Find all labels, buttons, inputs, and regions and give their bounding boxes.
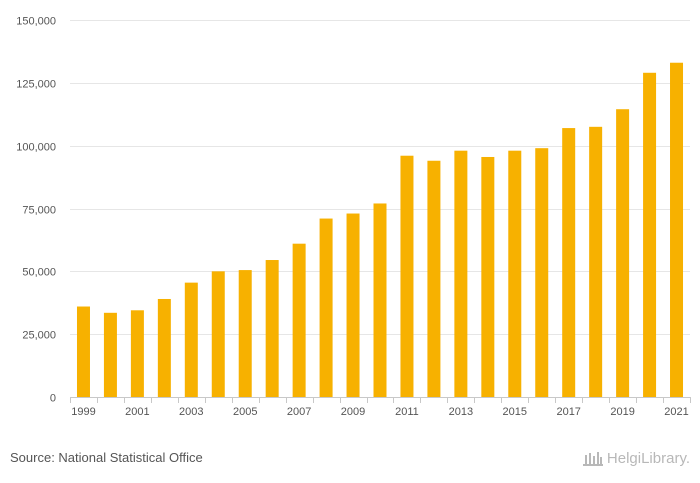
bar-2018 bbox=[589, 126, 603, 397]
y-tick-label: 125,000 bbox=[16, 79, 56, 91]
logo-text: HelgiLibrary. bbox=[606, 449, 690, 467]
bar-2013 bbox=[454, 150, 468, 397]
bar-2000 bbox=[103, 312, 117, 397]
x-tick-label: 1999 bbox=[71, 406, 95, 418]
library-building-icon bbox=[582, 449, 604, 467]
source-note: Source: National Statistical Office bbox=[10, 450, 203, 465]
y-tick-label: 50,000 bbox=[22, 267, 56, 279]
bar-2014 bbox=[481, 156, 495, 397]
bar-2006 bbox=[265, 260, 279, 397]
bar-chart: 0 25,000 50,000 75,000 100,000 125,000 150,000… bbox=[16, 16, 691, 418]
x-tick-label: 2001 bbox=[125, 406, 149, 418]
bar-2021 bbox=[670, 62, 684, 397]
bar-2012 bbox=[427, 160, 441, 397]
bar-2005 bbox=[238, 270, 252, 397]
x-tick-label: 2011 bbox=[395, 406, 419, 418]
bar-2003 bbox=[184, 282, 198, 397]
y-tick-label: 25,000 bbox=[22, 330, 56, 342]
x-tick-label: 2009 bbox=[341, 406, 365, 418]
y-tick-label: 100,000 bbox=[16, 142, 56, 154]
bar-2009 bbox=[346, 213, 360, 397]
bar-2019 bbox=[616, 109, 630, 397]
bar-2004 bbox=[211, 271, 225, 397]
y-tick-label: 150,000 bbox=[16, 16, 56, 28]
bar-1999 bbox=[76, 306, 90, 397]
x-tick-label: 2007 bbox=[287, 406, 311, 418]
bar-2001 bbox=[130, 310, 144, 397]
bar-2008 bbox=[319, 218, 333, 397]
bar-2002 bbox=[157, 298, 171, 397]
x-tick-label: 2021 bbox=[664, 406, 688, 418]
y-tick-label: 0 bbox=[50, 393, 56, 405]
bar-2007 bbox=[292, 243, 306, 397]
bar-2010 bbox=[373, 203, 387, 397]
bar-2015 bbox=[508, 150, 522, 397]
x-tick-label: 2013 bbox=[449, 406, 473, 418]
x-tick-label: 2017 bbox=[556, 406, 580, 418]
x-tick-label: 2005 bbox=[233, 406, 257, 418]
bar-series bbox=[76, 62, 684, 397]
x-tick-label: 2003 bbox=[179, 406, 203, 418]
bar-2017 bbox=[562, 128, 576, 397]
y-tick-label: 75,000 bbox=[22, 205, 56, 217]
helgi-library-logo: HelgiLibrary. bbox=[582, 449, 690, 467]
bar-2011 bbox=[400, 155, 414, 397]
bar-2016 bbox=[535, 148, 549, 397]
axes: 0 25,000 50,000 75,000 100,000 125,000 150,000… bbox=[16, 16, 691, 418]
x-tick-label: 2015 bbox=[503, 406, 527, 418]
bar-2020 bbox=[643, 72, 657, 397]
x-tick-label: 2019 bbox=[610, 406, 634, 418]
